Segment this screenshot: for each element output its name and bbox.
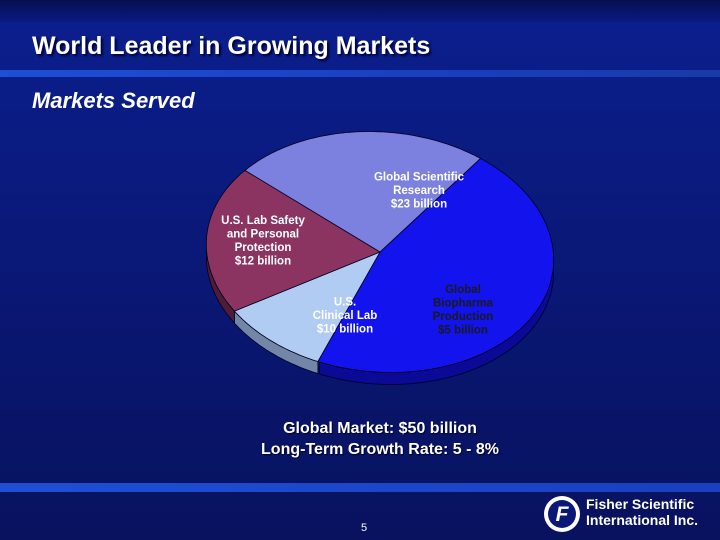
growth-rate: Long-Term Growth Rate: 5 - 8% (261, 441, 499, 458)
slice-label-1-line-2: Production (433, 311, 494, 323)
slice-label-2-line-0: U.S. (334, 297, 356, 309)
slice-label-3-line-3: $12 billion (235, 255, 291, 267)
footer-band (0, 483, 720, 492)
logo-mark-letter: F (556, 503, 570, 526)
pie-slice-1 (233, 251, 381, 362)
slice-label-0-line-0: Global Scientific (374, 172, 465, 184)
logo-text: Fisher Scientific International Inc. (586, 496, 698, 528)
company-logo: F Fisher Scientific International Inc. (542, 494, 718, 534)
logo-line-1: Fisher Scientific (586, 496, 695, 512)
title-underline (0, 70, 720, 77)
slice-label-2-line-2: $10 billion (317, 324, 373, 336)
top-band (0, 0, 720, 22)
slice-label-1-line-3: $5 billion (438, 324, 488, 336)
market-summary: Global Market: $50 billion Long-Term Gro… (0, 418, 720, 460)
pie-slice-0 (317, 157, 555, 373)
slide-subtitle: Markets Served (32, 88, 195, 113)
pie-slice-3 (244, 131, 482, 253)
slice-label-3-line-0: U.S. Lab Safety (221, 215, 305, 227)
fisher-logo-icon: F (544, 496, 580, 532)
slice-label-3-line-2: Protection (235, 242, 292, 254)
slice-label-1-line-1: Biopharma (433, 297, 494, 309)
global-market-total: Global Market: $50 billion (283, 420, 477, 437)
logo-line-2: International Inc. (586, 512, 699, 528)
pie-slice-2 (205, 169, 381, 312)
slice-label-0-line-1: Research (393, 185, 445, 197)
slide-title: World Leader in Growing Markets (32, 32, 431, 60)
page-number: 5 (361, 522, 368, 534)
slice-label-1-line-0: Global (445, 284, 481, 296)
slice-label-2-line-1: Clinical Lab (313, 310, 378, 322)
slice-label-0-line-2: $23 billion (391, 199, 447, 211)
slice-label-3-line-1: and Personal (227, 228, 299, 240)
